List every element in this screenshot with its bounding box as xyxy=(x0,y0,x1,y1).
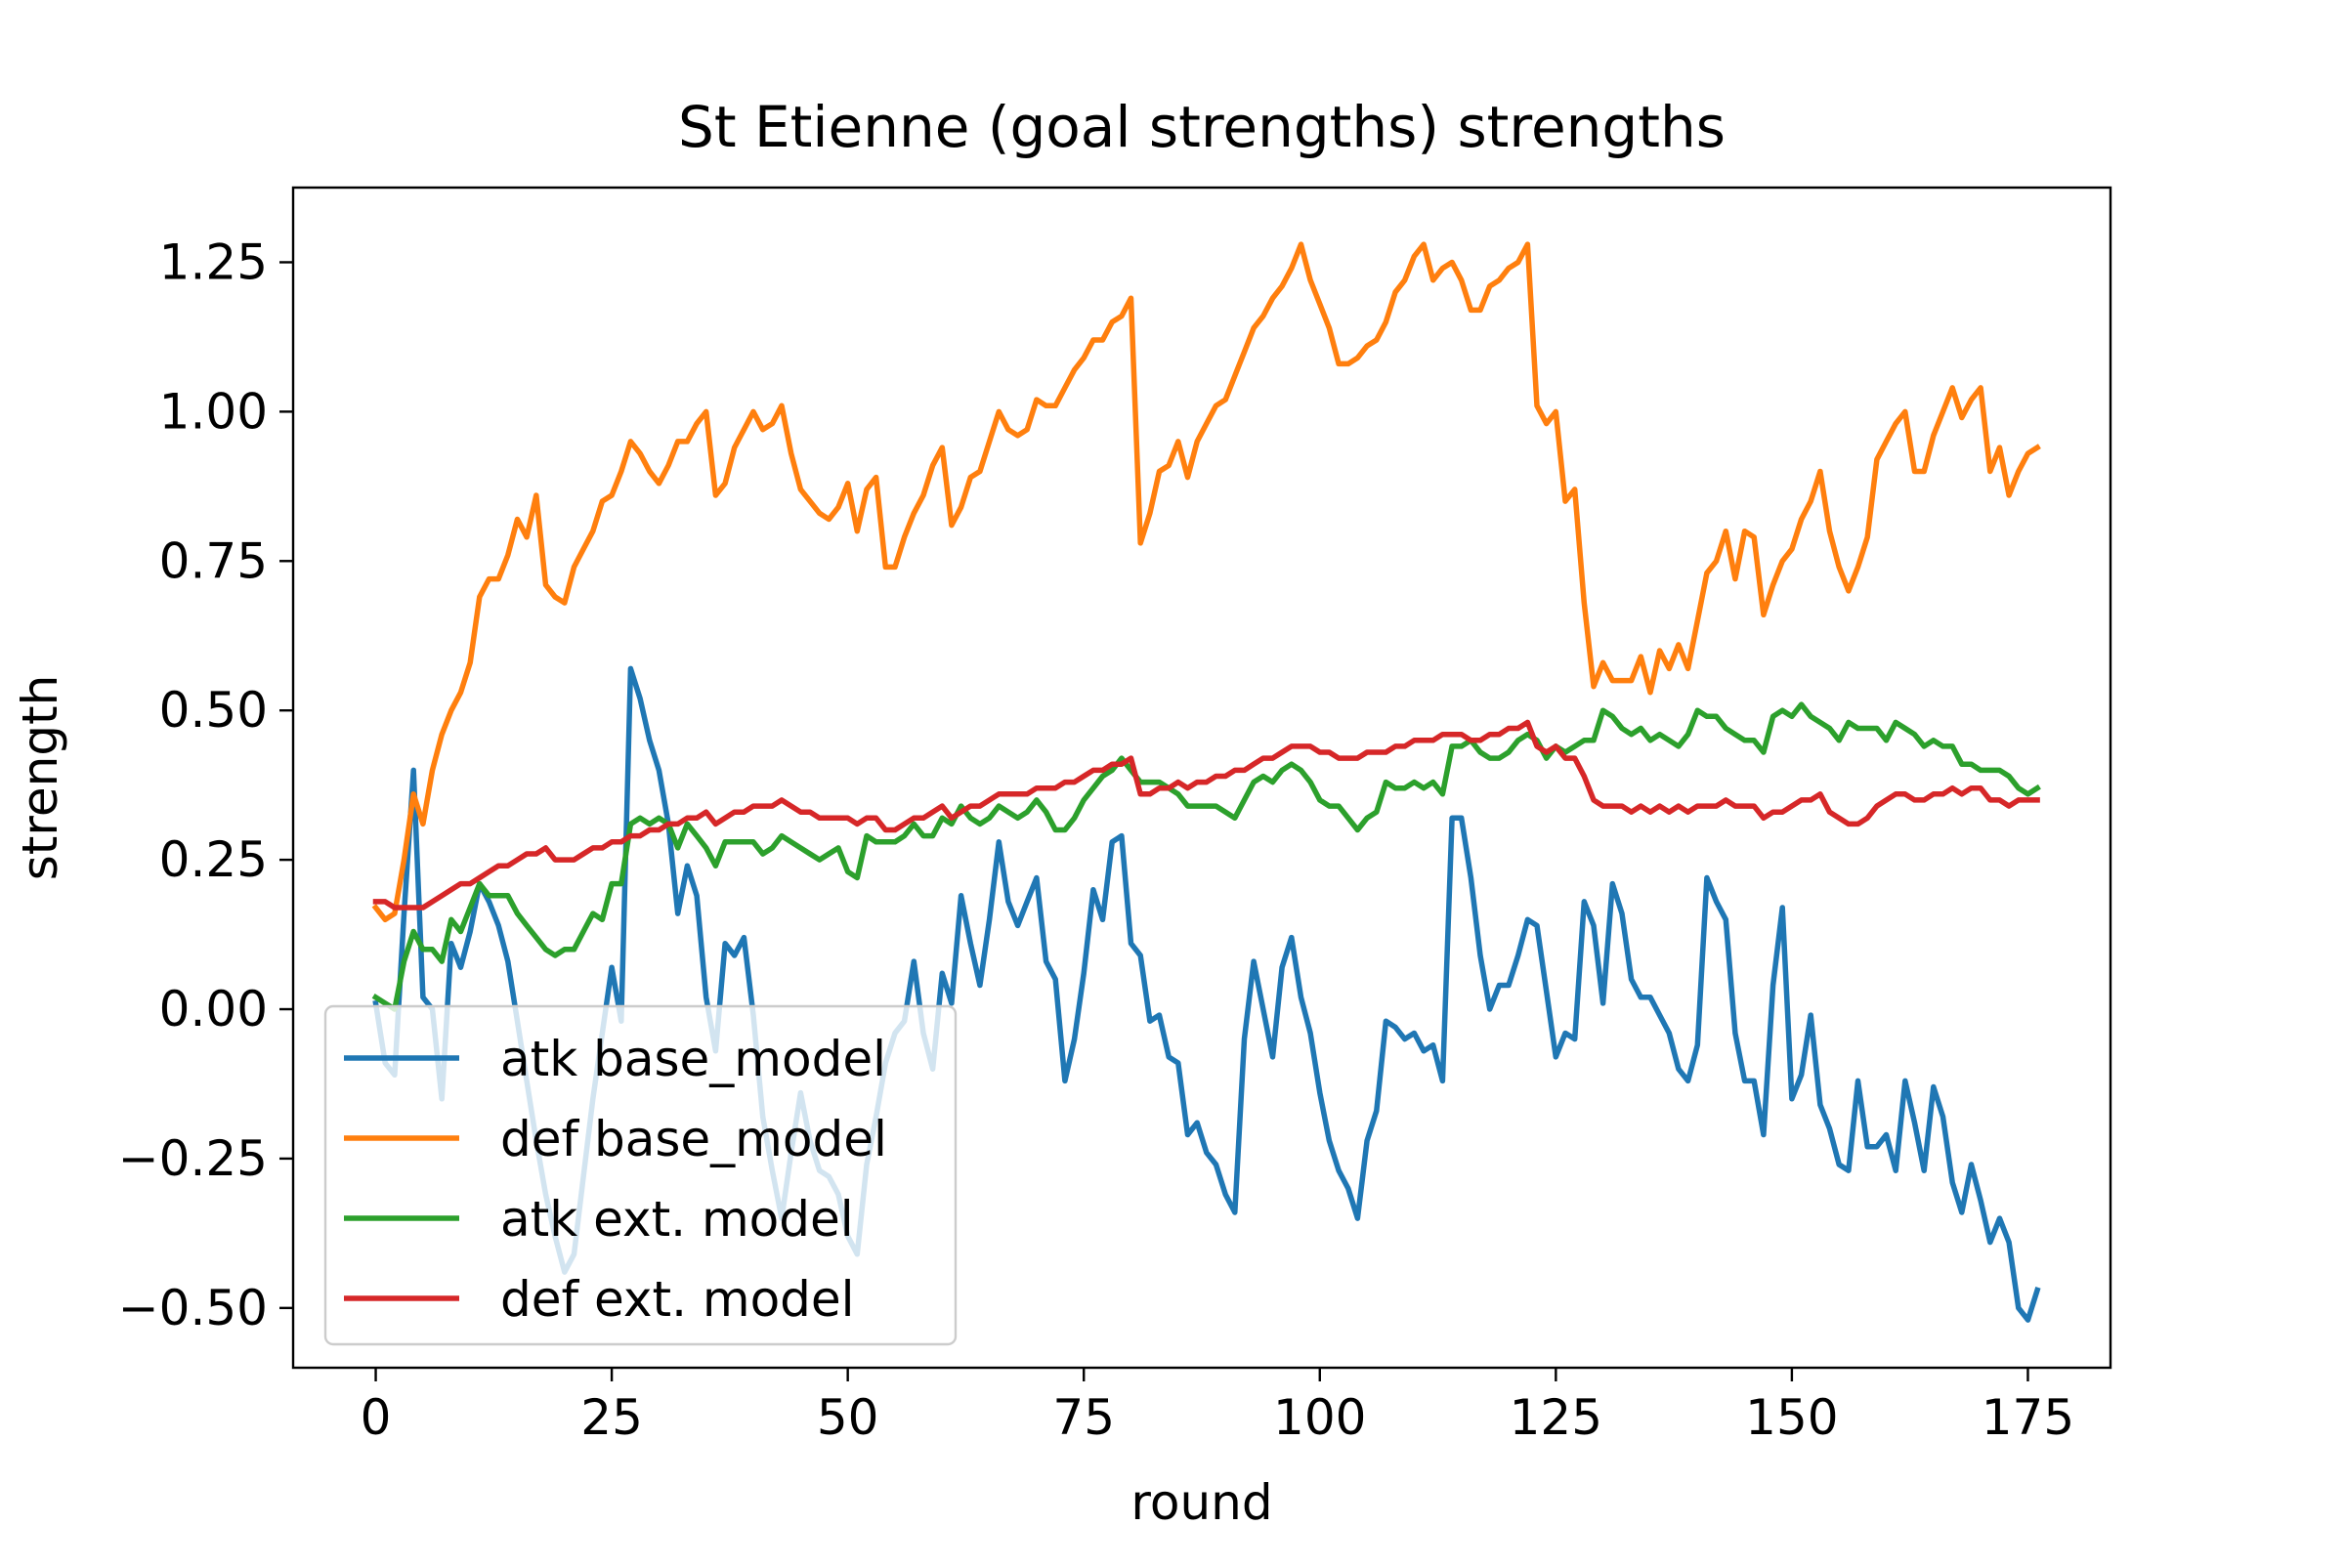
series-line-2 xyxy=(371,701,2041,1012)
y-ticks: 1.25 1.00 0.75 0.50 0.25 0.00 −0.25 −0.50 xyxy=(118,233,293,1336)
x-tick-label: 75 xyxy=(1052,1389,1115,1446)
x-tick-label: 150 xyxy=(1745,1389,1838,1446)
y-tick-label: 1.25 xyxy=(159,233,268,290)
x-tick-label: 100 xyxy=(1273,1389,1366,1446)
series-lines xyxy=(371,241,2041,1323)
y-tick-label: 0.75 xyxy=(159,532,268,589)
x-tick-label: 0 xyxy=(361,1389,392,1446)
legend-label-2: atk ext. model xyxy=(500,1191,854,1248)
y-axis-label: strength xyxy=(12,675,68,881)
series-line-0 xyxy=(372,665,2041,1323)
x-tick-label: 50 xyxy=(817,1389,879,1446)
y-tick-label: 1.00 xyxy=(159,383,268,440)
legend-box xyxy=(323,1004,958,1346)
y-tick-label: −0.25 xyxy=(118,1130,268,1187)
legend-label-3: def ext. model xyxy=(500,1271,855,1328)
x-ticks: 0 25 50 75 100 125 150 175 xyxy=(361,1368,2074,1446)
y-tick-label: 0.50 xyxy=(159,682,268,739)
chart-title: St Etienne (goal strengths) strengths xyxy=(678,94,1726,160)
x-tick-label: 125 xyxy=(1510,1389,1602,1446)
axes-frame xyxy=(291,186,2112,1370)
series-line-1 xyxy=(371,241,2041,923)
legend-label-0: atk base_model xyxy=(500,1031,886,1087)
x-axis-label: round xyxy=(1130,1474,1272,1531)
y-tick-label: −0.50 xyxy=(118,1280,268,1336)
y-tick-label: 0.00 xyxy=(159,981,268,1038)
legend-label-1: def base_model xyxy=(500,1111,887,1167)
y-tick-label: 0.25 xyxy=(159,831,268,888)
x-tick-label: 175 xyxy=(1982,1389,2074,1446)
x-tick-label: 25 xyxy=(580,1389,643,1446)
series-line-3 xyxy=(372,719,2040,911)
